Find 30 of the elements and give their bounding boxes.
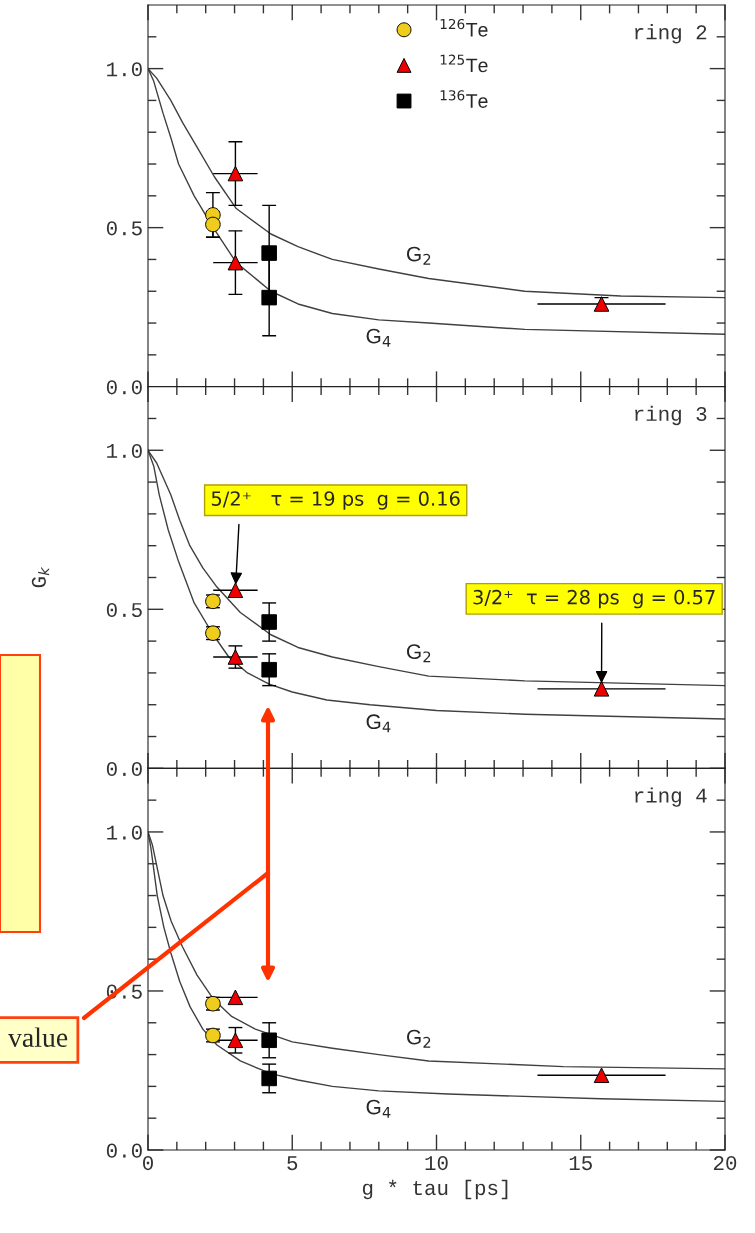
y-tick-label: 0.0 <box>106 380 142 395</box>
x-tick-label: 15 <box>569 1156 592 1171</box>
annotation: 5/2⁺ τ = 19 ps g = 0.16 <box>211 491 460 510</box>
series-label: G$_{2}$ <box>407 644 431 663</box>
annotation: ring 4 <box>635 787 707 807</box>
y-tick-label: 0.5 <box>106 221 142 236</box>
y-tick-label: 0.5 <box>106 602 142 618</box>
y-tick-label: 1.0 <box>107 443 142 459</box>
series-label: G$_{4}$ <box>366 328 391 347</box>
legend-label: $^{125}$Te <box>440 54 488 73</box>
series-label: G$_{2}$ <box>407 1029 431 1048</box>
y-tick-label: 0.0 <box>106 761 142 777</box>
annotation: ring 2 <box>635 24 707 44</box>
x-tick-label: 5 <box>287 1156 298 1171</box>
x-axis-title: g * tau [ps] <box>362 1179 508 1200</box>
text: value <box>8 1027 68 1047</box>
annotation: ring 3 <box>635 405 707 426</box>
y-tick-label: 1.0 <box>107 825 142 840</box>
legend-label: $^{126}$Te <box>440 18 488 37</box>
legend-label: $^{136}$Te <box>440 90 488 108</box>
x-tick-label: 10 <box>425 1156 448 1171</box>
series-label: G$_{4}$ <box>366 714 391 733</box>
series-label: G$_{2}$ <box>407 246 431 265</box>
y-axis-title: G$_{k}$ <box>31 566 50 588</box>
annotation: 3/2⁺ τ = 28 ps g = 0.57 <box>473 589 715 609</box>
y-tick-label: 1.0 <box>107 62 142 77</box>
y-tick-label: 0.0 <box>106 1143 142 1158</box>
series-label: G$_{4}$ <box>366 1099 391 1118</box>
x-tick-label: 20 <box>713 1156 737 1171</box>
x-tick-label: 0 <box>143 1156 153 1171</box>
